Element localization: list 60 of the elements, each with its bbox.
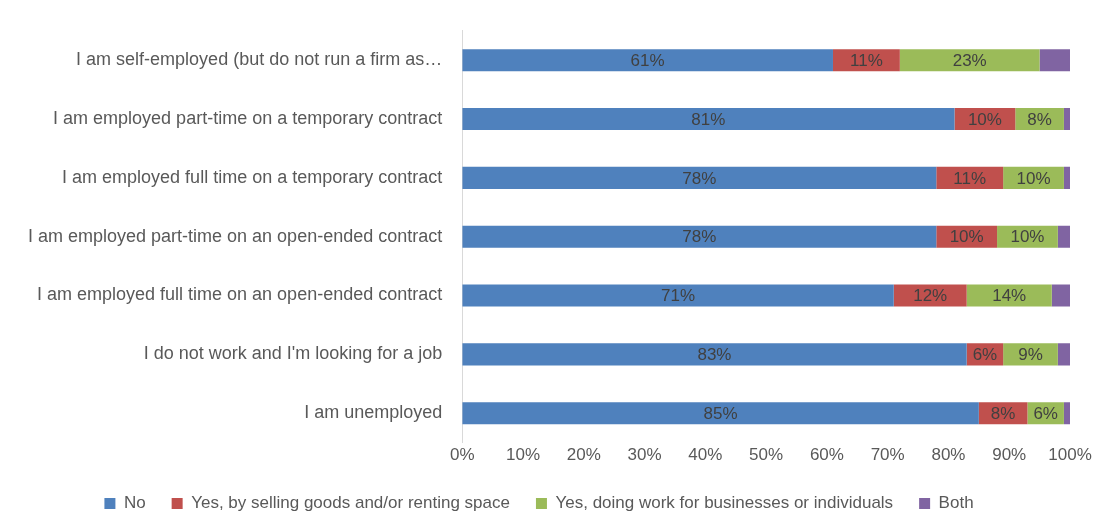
- bar: [462, 108, 955, 131]
- data-label: 23%: [952, 50, 987, 70]
- y-tick-label: I am employed part-time on an open-ended contract: [27, 225, 443, 246]
- legend-label: Yes, by selling goods and/or renting space: [191, 493, 510, 513]
- bar: [462, 49, 833, 72]
- data-label: 8%: [990, 403, 1016, 423]
- legend-label: Both: [938, 493, 974, 513]
- data-label: 10%: [949, 227, 984, 247]
- x-tick-label: 20%: [566, 445, 601, 465]
- bar: [462, 402, 979, 425]
- data-label: 9%: [1018, 345, 1043, 365]
- data-label: 71%: [660, 286, 696, 306]
- y-tick-label: I am employed full time on an open-ended contract: [36, 284, 443, 305]
- bar: [462, 225, 937, 248]
- bar: [1051, 284, 1070, 307]
- y-tick-label: I am self-employed (but do not run a firm as…: [76, 49, 443, 70]
- legend-label: Yes, doing work for businesses or individuals: [555, 493, 894, 513]
- data-label: 83%: [697, 345, 732, 365]
- data-label: 10%: [1010, 227, 1045, 247]
- data-label: 12%: [913, 286, 948, 306]
- bar: [1063, 166, 1070, 189]
- data-label: 78%: [682, 227, 717, 247]
- data-label: 78%: [682, 168, 717, 188]
- data-label: 85%: [703, 403, 738, 423]
- bar: [1063, 108, 1070, 131]
- x-tick-label: 100%: [1048, 445, 1092, 465]
- y-tick-label: I am unemployed: [304, 402, 443, 423]
- x-tick-label: 70%: [870, 445, 905, 465]
- x-tick-label: 90%: [992, 445, 1027, 465]
- x-tick-label: 80%: [931, 445, 966, 465]
- bar: [462, 166, 937, 189]
- data-label: 14%: [992, 286, 1027, 306]
- bar: [462, 343, 967, 366]
- data-label: 11%: [850, 50, 883, 70]
- data-label: 10%: [967, 109, 1002, 129]
- y-tick-label: I am employed part-time on a temporary contract: [53, 108, 443, 129]
- data-label: 81%: [691, 109, 726, 129]
- x-tick-label: 50%: [749, 445, 784, 465]
- y-tick-label: I am employed full time on a temporary contract: [62, 166, 443, 187]
- x-tick-label: 40%: [688, 445, 723, 465]
- data-label: 11%: [953, 168, 987, 188]
- bar: [1039, 49, 1070, 72]
- data-label: 6%: [1033, 403, 1058, 423]
- bar: [893, 284, 967, 307]
- data-label: 10%: [1016, 168, 1051, 188]
- data-label: 61%: [630, 50, 665, 70]
- bar: [462, 284, 894, 307]
- x-tick-label: 60%: [809, 445, 844, 465]
- legend-label: No: [123, 493, 146, 513]
- bar: [966, 284, 1052, 307]
- x-tick-label: 10%: [506, 445, 541, 465]
- bar: [899, 49, 1040, 72]
- y-tick-label: I do not work and I'm looking for a job: [143, 343, 443, 364]
- bar: [1063, 402, 1070, 425]
- x-tick-label: 30%: [627, 445, 662, 465]
- x-tick-label: 0%: [449, 445, 475, 465]
- data-label: 8%: [1027, 109, 1052, 129]
- bar: [1057, 225, 1070, 248]
- data-label: 6%: [972, 345, 998, 365]
- bar: [1057, 343, 1070, 366]
